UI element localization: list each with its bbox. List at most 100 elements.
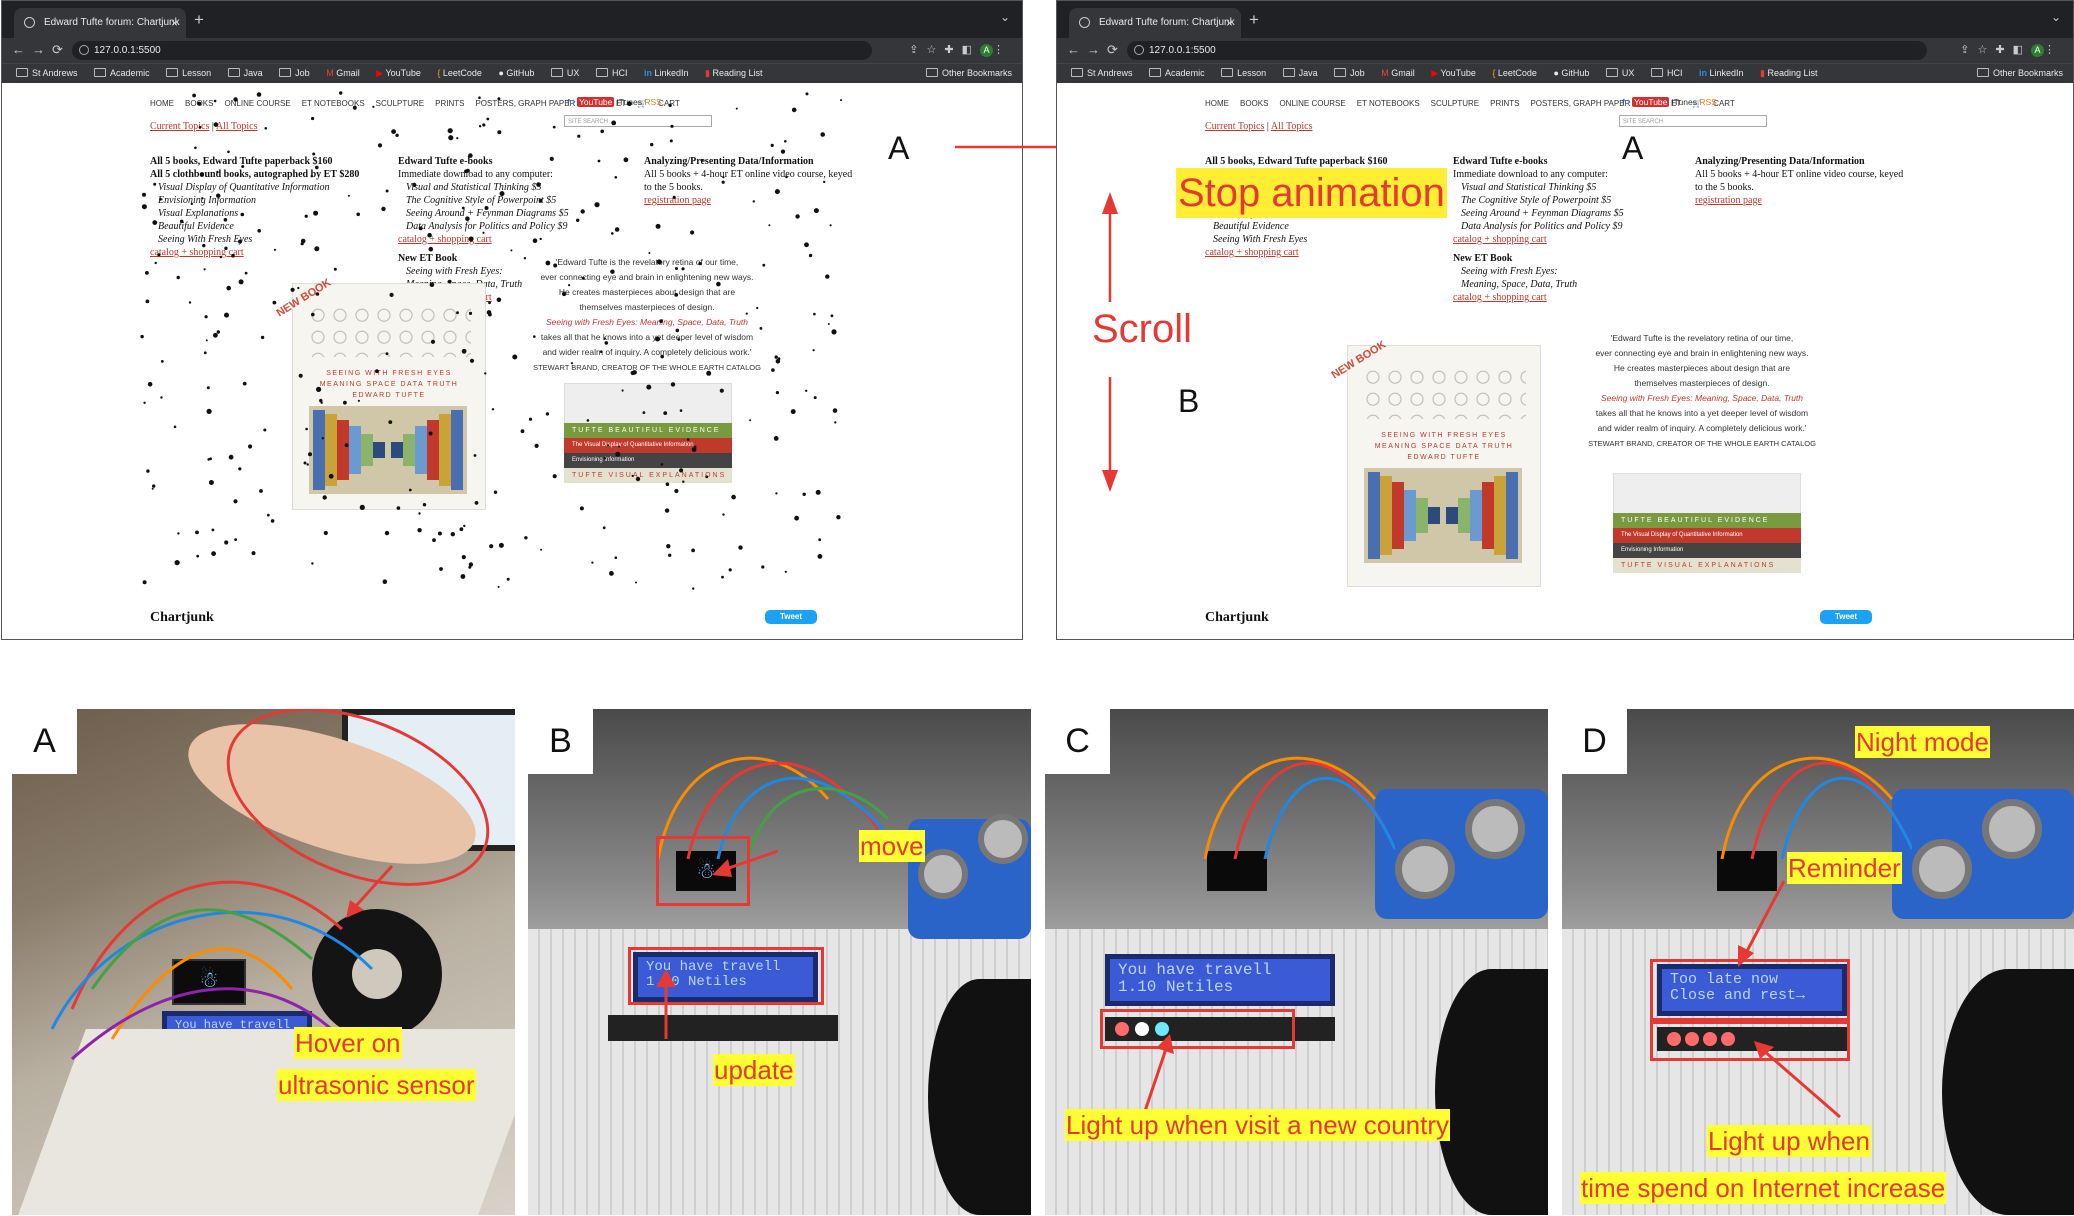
bookmark-linkedin[interactable]: in LinkedIn	[1699, 64, 1744, 83]
current-topics-link[interactable]: Current Topics	[150, 121, 210, 132]
bookmark-ux[interactable]: UX	[550, 64, 579, 83]
all-topics-link[interactable]: All Topics	[1270, 121, 1313, 132]
browser-tab[interactable]: Edward Tufte forum: Chartjunk ×	[14, 8, 186, 38]
bookmark-lesson[interactable]: Lesson	[166, 64, 211, 83]
bookmark-other[interactable]: Other Bookmarks	[925, 64, 1012, 83]
more-menu-icon[interactable]: ⋮	[993, 44, 1012, 56]
nav-sculpture[interactable]: SCULPTURE	[1430, 99, 1480, 108]
bookmark-job[interactable]: Job	[1334, 64, 1365, 83]
tab-search-icon[interactable]: ⌄	[999, 10, 1010, 24]
tweet-button[interactable]: Tweet	[765, 610, 817, 624]
site-search-input[interactable]: SITE SEARCH	[1619, 115, 1767, 127]
catalog-link[interactable]: catalog + shopping cart	[1453, 292, 1547, 303]
twitter-icon[interactable]: t	[1627, 97, 1630, 107]
nav-posters[interactable]: POSTERS, GRAPH PAPER	[475, 99, 576, 108]
bookmark-github[interactable]: ● GitHub	[498, 64, 534, 83]
bookmark-youtube[interactable]: ▶ YouTube	[1431, 64, 1476, 83]
bookmark-other[interactable]: Other Bookmarks	[1976, 64, 2063, 83]
nav-cart[interactable]: 🛒 CART	[637, 99, 691, 108]
facebook-icon[interactable]: f	[1622, 97, 1625, 107]
toolbar-extension-icons[interactable]: ⇪☆✚◧	[1960, 44, 2031, 56]
tab-search-icon[interactable]: ⌄	[2050, 10, 2061, 24]
nav-online-course[interactable]: ONLINE COURSE	[224, 99, 291, 108]
registration-link[interactable]: registration page	[1695, 195, 1762, 206]
book-cover[interactable]: NEW BOOK SEEING WITH FRESH EYES MEANING …	[275, 277, 486, 510]
back-icon[interactable]: ←	[12, 42, 25, 57]
youtube-icon[interactable]: YouTube	[576, 97, 615, 107]
back-icon[interactable]: ←	[1067, 42, 1080, 57]
book-stack[interactable]: TUFTE BEAUTIFUL EVIDENCE The Visual Disp…	[564, 383, 732, 483]
nav-et-notebooks[interactable]: ET NOTEBOOKS	[301, 99, 365, 108]
close-tab-icon[interactable]: ×	[1225, 16, 1233, 30]
catalog-link[interactable]: catalog + shopping cart	[150, 247, 244, 258]
avatar[interactable]: A	[2031, 44, 2044, 57]
twitter-icon[interactable]: t	[572, 97, 575, 107]
url-input[interactable]: 127.0.0.1:5500	[1127, 41, 1927, 60]
bookmark-leetcode[interactable]: { LeetCode	[437, 64, 482, 83]
toolbar-extension-icons[interactable]: ⇪☆✚◧	[909, 44, 980, 56]
itunes-link[interactable]: iTunes	[616, 97, 642, 107]
close-tab-icon[interactable]: ×	[170, 16, 178, 30]
nav-prints[interactable]: PRINTS	[1490, 99, 1520, 108]
nav-posters[interactable]: POSTERS, GRAPH PAPER	[1530, 99, 1631, 108]
bookmark-gmail[interactable]: M Gmail	[326, 64, 360, 83]
nav-et-notebooks[interactable]: ET NOTEBOOKS	[1356, 99, 1420, 108]
more-menu-icon[interactable]: ⋮	[2044, 44, 2063, 56]
bookmark-java[interactable]: Java	[1282, 64, 1318, 83]
browser-tab[interactable]: Edward Tufte forum: Chartjunk ×	[1069, 8, 1241, 38]
bookmark-github[interactable]: ● GitHub	[1553, 64, 1589, 83]
catalog-link[interactable]: catalog + shopping cart	[1453, 234, 1547, 245]
bookmark-ux[interactable]: UX	[1605, 64, 1634, 83]
nav-online-course[interactable]: ONLINE COURSE	[1279, 99, 1346, 108]
forward-icon[interactable]: →	[32, 42, 45, 57]
bookmark-youtube[interactable]: ▶ YouTube	[376, 64, 421, 83]
info-icon[interactable]	[79, 45, 89, 55]
catalog-link[interactable]: catalog + shopping cart	[398, 234, 492, 245]
nav-sculpture[interactable]: SCULPTURE	[375, 99, 425, 108]
toolbar-icons[interactable]: ⇪☆✚◧ A ⋮	[1960, 43, 2063, 57]
nav-books[interactable]: BOOKS	[185, 99, 214, 108]
info-icon[interactable]	[1134, 45, 1144, 55]
animation-dot	[773, 436, 779, 441]
nav-home[interactable]: HOME	[150, 99, 174, 108]
reload-icon[interactable]: ⟳	[1107, 42, 1118, 57]
bookmark-hci[interactable]: HCI	[595, 64, 627, 83]
forward-icon[interactable]: →	[1087, 42, 1100, 57]
site-search-input[interactable]: SITE SEARCH	[564, 115, 712, 127]
bookmark-lesson[interactable]: Lesson	[1221, 64, 1266, 83]
bookmark-leetcode[interactable]: { LeetCode	[1492, 64, 1537, 83]
avatar[interactable]: A	[980, 44, 993, 57]
nav-books[interactable]: BOOKS	[1240, 99, 1269, 108]
bookmark-reading-list[interactable]: ▮ Reading List	[705, 64, 763, 83]
bookmark-reading-list[interactable]: ▮ Reading List	[1760, 64, 1818, 83]
catalog-link[interactable]: catalog + shopping cart	[1205, 247, 1299, 258]
bookmark-st-andrews[interactable]: St Andrews	[1071, 64, 1133, 83]
bookmark-academic[interactable]: Academic	[1149, 64, 1205, 83]
bookmark-academic[interactable]: Academic	[94, 64, 150, 83]
youtube-icon[interactable]: YouTube	[1631, 97, 1670, 107]
bookmark-hci[interactable]: HCI	[1650, 64, 1682, 83]
book-stack[interactable]: TUFTE BEAUTIFUL EVIDENCE The Visual Disp…	[1613, 473, 1801, 573]
bookmark-linkedin[interactable]: in LinkedIn	[644, 64, 689, 83]
registration-link[interactable]: registration page	[644, 195, 711, 206]
reload-icon[interactable]: ⟳	[52, 42, 63, 57]
new-tab-button[interactable]: +	[194, 10, 204, 29]
nav-home[interactable]: HOME	[1205, 99, 1229, 108]
rss-link[interactable]: RSS	[1699, 97, 1717, 107]
all-topics-link[interactable]: All Topics	[215, 121, 258, 132]
nav-cart[interactable]: 🛒 CART	[1692, 99, 1746, 108]
bookmark-st-andrews[interactable]: St Andrews	[16, 64, 78, 83]
nav-prints[interactable]: PRINTS	[435, 99, 465, 108]
url-input[interactable]: 127.0.0.1:5500	[72, 41, 872, 60]
tweet-button[interactable]: Tweet	[1820, 610, 1872, 624]
facebook-icon[interactable]: f	[567, 97, 570, 107]
bookmark-java[interactable]: Java	[227, 64, 263, 83]
current-topics-link[interactable]: Current Topics	[1205, 121, 1265, 132]
new-tab-button[interactable]: +	[1249, 10, 1259, 29]
itunes-link[interactable]: iTunes	[1671, 97, 1697, 107]
book-cover[interactable]: NEW BOOK SEEING WITH FRESH EYES MEANING …	[1330, 339, 1541, 587]
toolbar-icons[interactable]: ⇪☆✚◧ A ⋮	[909, 43, 1012, 57]
bookmark-job[interactable]: Job	[279, 64, 310, 83]
rss-link[interactable]: RSS	[644, 97, 662, 107]
bookmark-gmail[interactable]: M Gmail	[1381, 64, 1415, 83]
